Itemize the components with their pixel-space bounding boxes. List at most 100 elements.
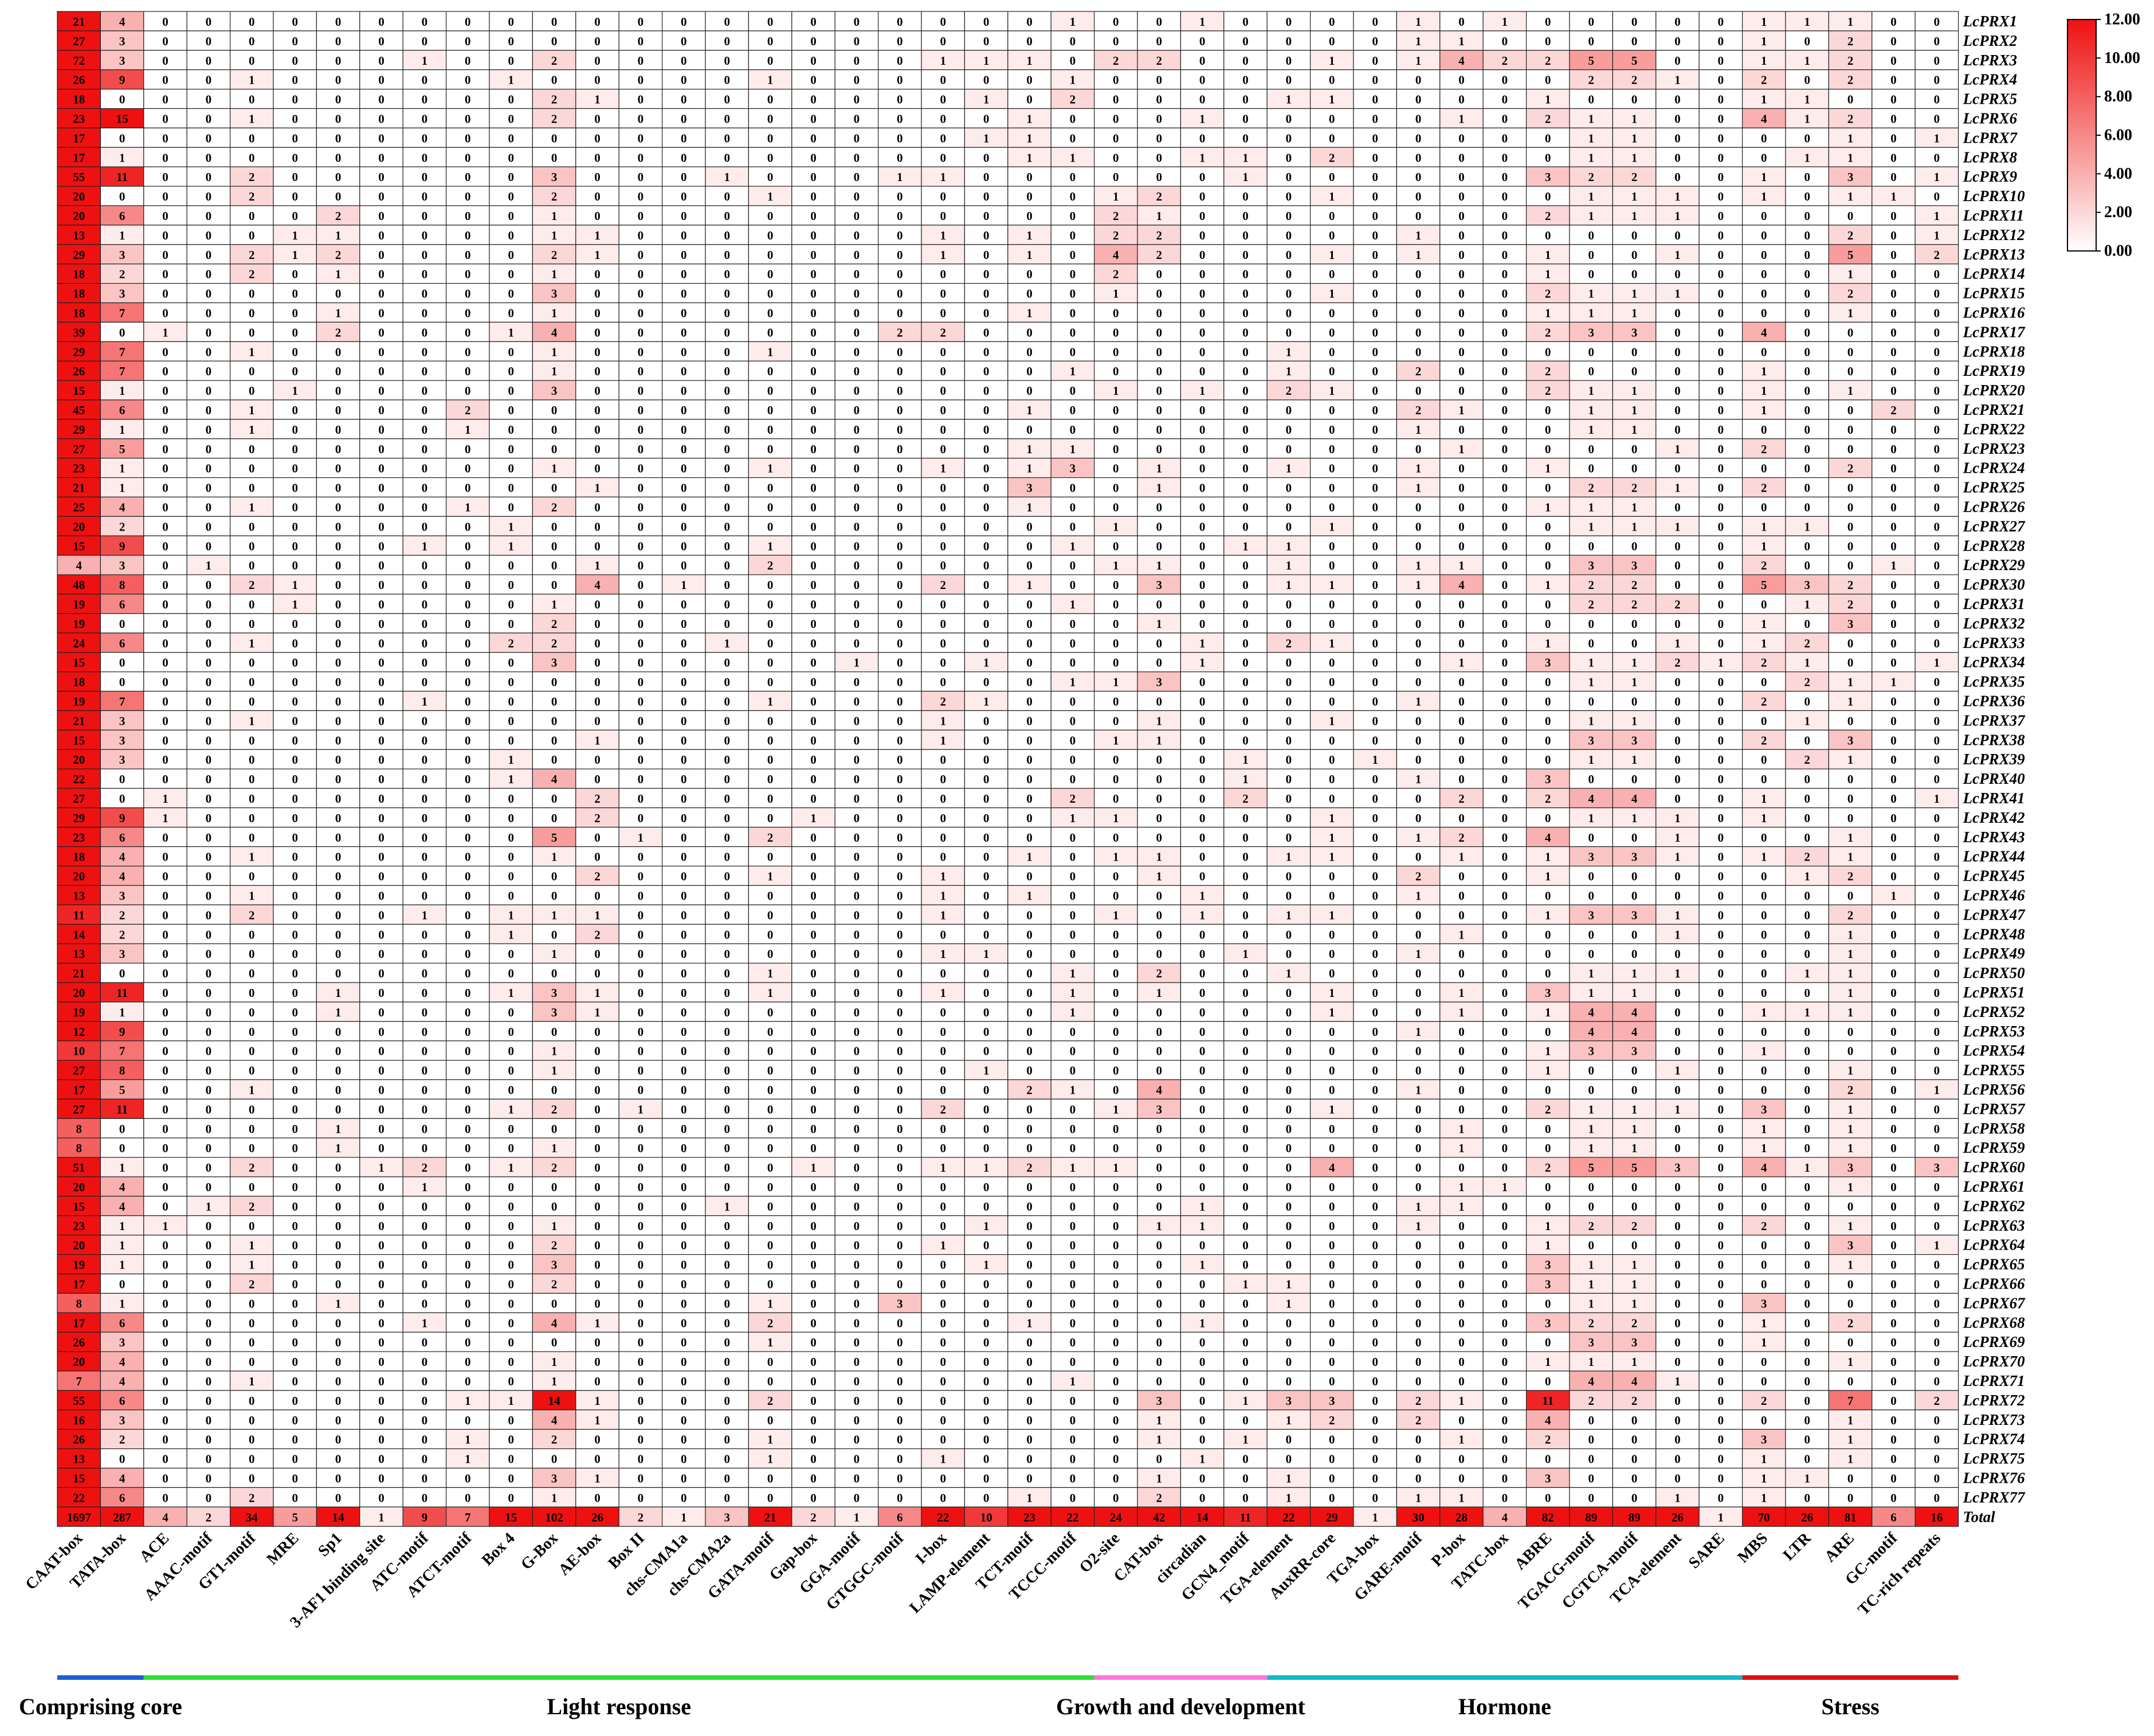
cell-value: 0 [422, 131, 428, 145]
cell-value: 0 [1242, 870, 1249, 883]
cell-value: 0 [206, 93, 212, 107]
cell-value: 1 [1847, 151, 1854, 164]
cell-value: 0 [1934, 345, 1940, 359]
cell-value: 0 [1156, 694, 1162, 708]
cell-value: 0 [422, 1102, 428, 1116]
cell-value: 0 [810, 850, 817, 864]
cell-value: 0 [1761, 675, 1767, 689]
cell-value: 0 [206, 306, 212, 320]
cell-value: 0 [292, 637, 298, 650]
cell-value: 0 [1934, 73, 1940, 87]
cell-value: 0 [162, 1044, 168, 1058]
cell-value: 1 [1674, 967, 1681, 980]
cell-value: 0 [162, 753, 168, 767]
cell-value: 5 [1847, 248, 1854, 262]
cell-value: 15 [73, 384, 85, 398]
cell-value: 0 [465, 850, 471, 864]
cell-value: 3 [1156, 675, 1162, 689]
cell-value: 0 [1070, 714, 1076, 728]
cell-value: 0 [119, 792, 125, 806]
cell-value: 0 [681, 656, 687, 670]
cell-value: 0 [162, 1025, 168, 1039]
cell-value: 1 [249, 423, 255, 437]
cell-value: 0 [1890, 520, 1897, 533]
cell-value: 1 [1588, 131, 1594, 145]
cell-value: 0 [638, 539, 644, 553]
cell-value: 0 [1242, 112, 1249, 125]
cell-value: 26 [73, 73, 85, 87]
cell-value: 0 [1372, 831, 1378, 845]
cell-value: 0 [335, 578, 342, 592]
cell-value: 1 [1545, 870, 1551, 883]
cell-value: 0 [422, 811, 428, 825]
cell-value: 0 [1026, 617, 1033, 631]
cell-value: 0 [810, 151, 817, 164]
cell-value: 0 [810, 520, 817, 533]
cell-value: 3 [1545, 656, 1551, 670]
cell-value: 0 [249, 559, 255, 572]
cell-value: 0 [1934, 112, 1940, 125]
cell-value: 0 [681, 268, 687, 281]
cell-value: 0 [724, 578, 730, 592]
cell-value: 0 [897, 598, 903, 611]
cell-value: 0 [1458, 423, 1465, 437]
cell-value: 0 [1372, 306, 1378, 320]
cell-value: 0 [1199, 73, 1206, 87]
cell-value: 0 [206, 54, 212, 68]
cell-value: 0 [1070, 131, 1076, 145]
cell-value: 0 [681, 384, 687, 398]
cell-value: 0 [1761, 986, 1767, 1000]
cell-value: 0 [1372, 209, 1378, 223]
cell-value: 0 [1070, 209, 1076, 223]
cell-value: 1 [1631, 967, 1638, 980]
cell-value: 0 [638, 675, 644, 689]
cell-value: 0 [897, 850, 903, 864]
cell-value: 0 [508, 578, 514, 592]
cell-value: 0 [854, 714, 860, 728]
cell-value: 0 [1026, 170, 1033, 184]
cell-value: 0 [1156, 112, 1162, 125]
cell-value: 0 [1286, 870, 1292, 883]
cell-value: 0 [1545, 947, 1551, 961]
cell-value: 0 [1242, 694, 1249, 708]
cell-value: 22 [73, 772, 85, 786]
cell-value: 0 [508, 811, 514, 825]
cell-value: 0 [1113, 1044, 1119, 1058]
cell-value: 0 [897, 967, 903, 980]
cell-value: 0 [1502, 1044, 1508, 1058]
cell-value: 0 [249, 1025, 255, 1039]
cell-value: 0 [724, 889, 730, 902]
cell-value: 0 [378, 811, 384, 825]
cell-value: 1 [1674, 850, 1681, 864]
cell-value: 0 [724, 306, 730, 320]
cell-value: 20 [73, 753, 85, 767]
cell-value: 0 [983, 73, 990, 87]
cell-value: 1 [551, 1064, 558, 1078]
cell-value: 19 [73, 1006, 85, 1019]
cell-value: 1 [1588, 675, 1594, 689]
cell-value: 0 [897, 986, 903, 1000]
cell-value: 1 [1286, 345, 1292, 359]
cell-value: 0 [1545, 520, 1551, 533]
cell-value: 0 [1242, 287, 1249, 301]
cell-value: 1 [1329, 93, 1335, 107]
cell-value: 0 [422, 675, 428, 689]
cell-value: 1 [1761, 170, 1767, 184]
cell-value: 0 [594, 287, 601, 301]
cell-value: 1 [1588, 151, 1594, 164]
cell-value: 0 [1329, 481, 1335, 495]
cell-value: 0 [638, 578, 644, 592]
cell-value: 0 [1113, 714, 1119, 728]
cell-value: 0 [983, 248, 990, 262]
cell-value: 0 [1113, 306, 1119, 320]
cell-value: 2 [1588, 170, 1594, 184]
cell-value: 0 [638, 772, 644, 786]
cell-value: 0 [465, 209, 471, 223]
cell-value: 0 [1847, 423, 1854, 437]
cell-value: 0 [810, 34, 817, 48]
cell-value: 5 [1761, 578, 1767, 592]
cell-value: 0 [594, 131, 601, 145]
cell-value: 0 [638, 520, 644, 533]
cell-value: 0 [1458, 811, 1465, 825]
cell-value: 0 [551, 792, 558, 806]
